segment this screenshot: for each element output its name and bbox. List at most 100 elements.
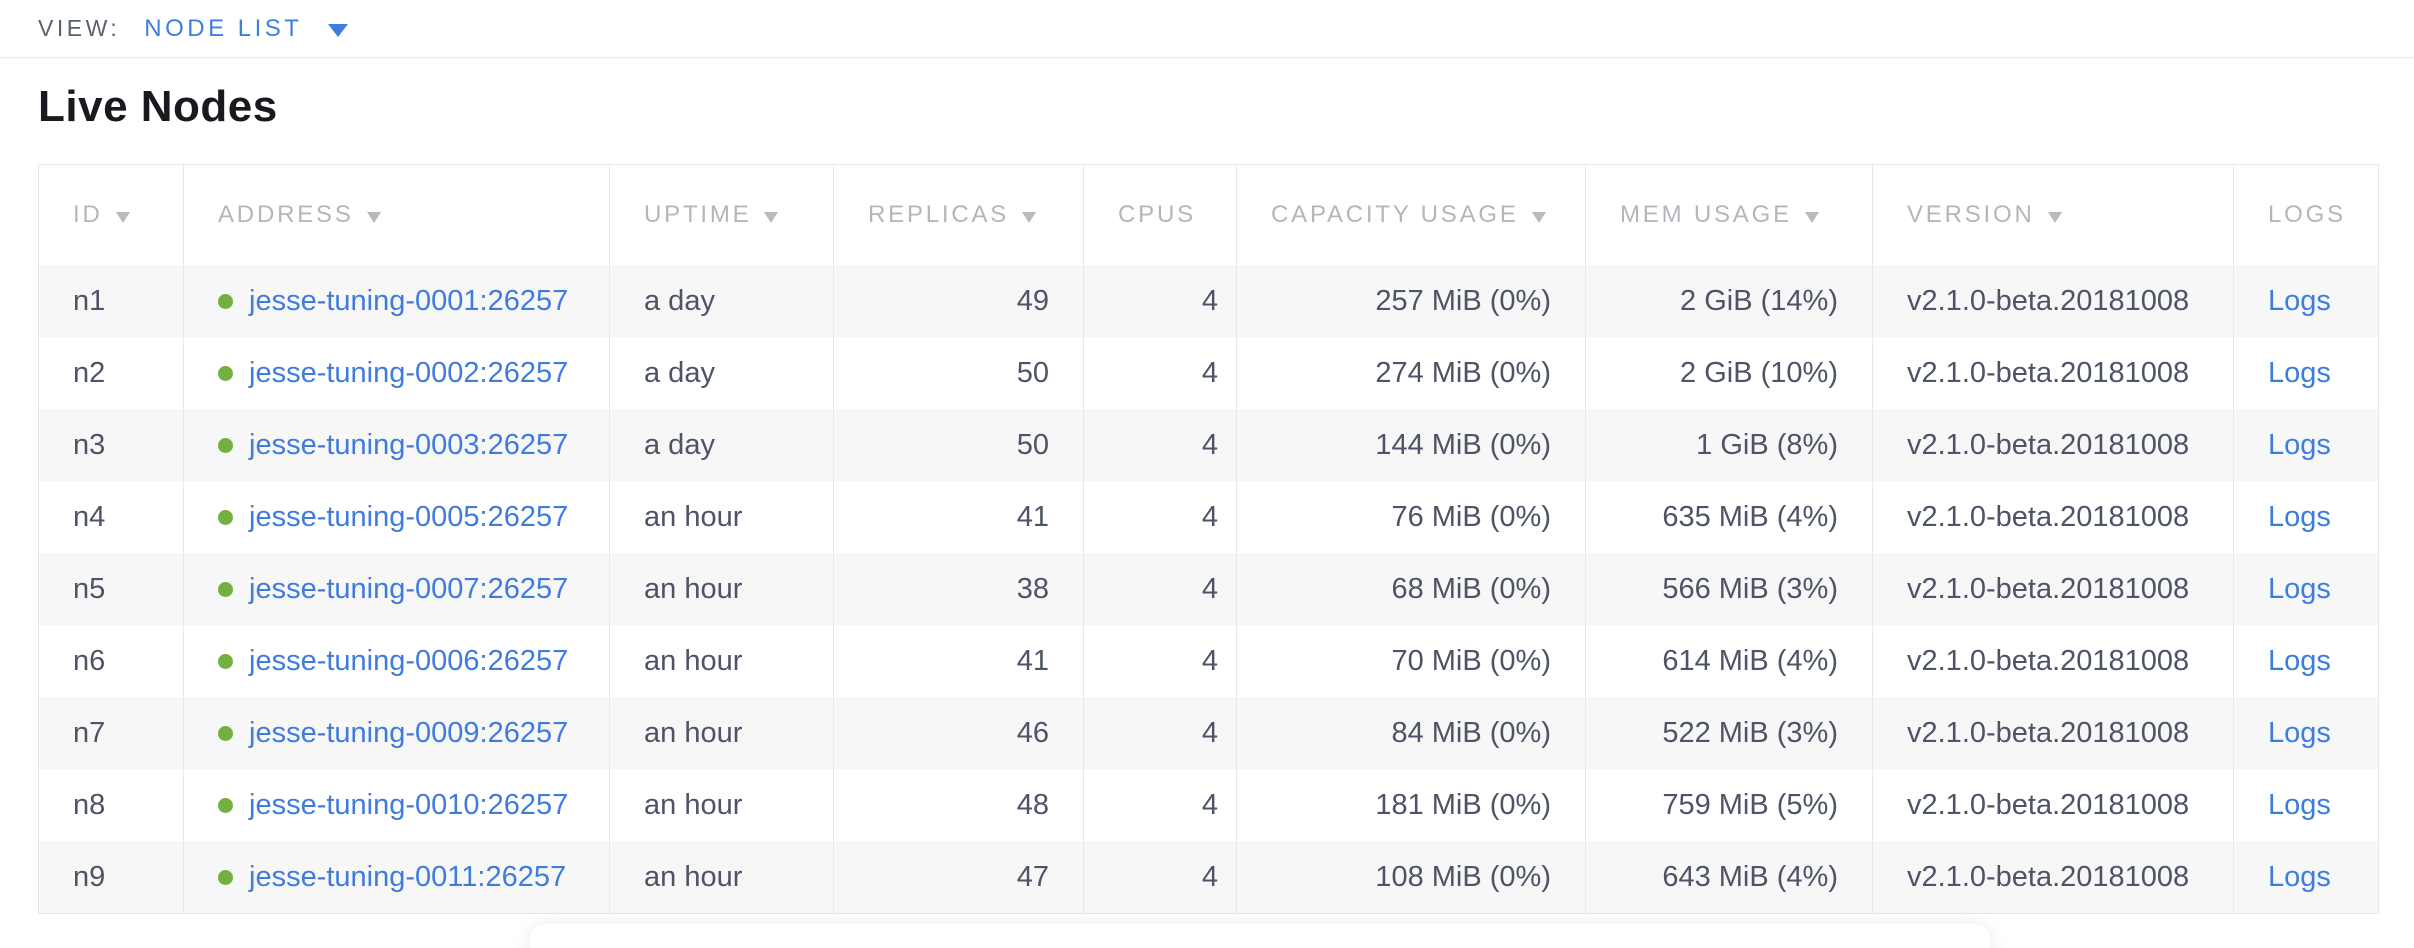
column-header-label: ID — [73, 201, 103, 228]
table-header-row: ID ADDRESS UPTIME REPLICAS CPUS CAPACITY… — [39, 165, 2378, 265]
capacity-usage-cell: 70 MiB (0%) — [1237, 625, 1586, 697]
replicas-cell: 38 — [834, 553, 1084, 625]
column-header-capacity-usage[interactable]: CAPACITY USAGE — [1237, 165, 1586, 265]
sort-desc-icon — [764, 211, 779, 223]
node-live-status-icon — [218, 653, 233, 669]
mem-usage-cell: 635 MiB (4%) — [1586, 481, 1873, 553]
table-row: n6 jesse-tuning-0006:26257 an hour 41 4 … — [39, 625, 2378, 697]
logs-cell: Logs — [2234, 409, 2378, 481]
node-id-cell: n7 — [39, 697, 184, 769]
mem-usage-cell: 1 GiB (8%) — [1586, 409, 1873, 481]
column-header-uptime[interactable]: UPTIME — [610, 165, 834, 265]
view-selector-dropdown[interactable]: NODE LIST — [144, 14, 349, 43]
node-live-status-icon — [218, 797, 233, 813]
mem-usage-cell: 643 MiB (4%) — [1586, 841, 1873, 913]
node-address-link[interactable]: jesse-tuning-0002:26257 — [249, 356, 569, 389]
replicas-cell: 46 — [834, 697, 1084, 769]
node-id-cell: n4 — [39, 481, 184, 553]
sort-desc-icon — [366, 211, 381, 223]
address-cell: jesse-tuning-0001:26257 — [184, 265, 610, 337]
uptime-cell: an hour — [610, 841, 834, 913]
replicas-cell: 41 — [834, 625, 1084, 697]
column-header-label: VERSION — [1907, 201, 2035, 228]
logs-link[interactable]: Logs — [2268, 356, 2331, 389]
node-address-link[interactable]: jesse-tuning-0009:26257 — [249, 716, 569, 749]
cpus-cell: 4 — [1084, 769, 1237, 841]
node-address-link[interactable]: jesse-tuning-0011:26257 — [249, 860, 567, 893]
logs-link[interactable]: Logs — [2268, 572, 2331, 605]
cpus-cell: 4 — [1084, 337, 1237, 409]
node-live-status-icon — [218, 725, 233, 741]
capacity-usage-cell: 144 MiB (0%) — [1237, 409, 1586, 481]
admin-ui-page: VIEW: NODE LIST Live Nodes ID ADDRESS UP… — [0, 14, 2414, 914]
mem-usage-cell: 566 MiB (3%) — [1586, 553, 1873, 625]
logs-link[interactable]: Logs — [2268, 500, 2331, 533]
column-header-label: UPTIME — [644, 201, 752, 228]
cpus-cell: 4 — [1084, 481, 1237, 553]
version-cell: v2.1.0-beta.20181008 — [1873, 265, 2234, 337]
column-header-label: MEM USAGE — [1620, 201, 1792, 228]
address-cell: jesse-tuning-0003:26257 — [184, 409, 610, 481]
node-address-link[interactable]: jesse-tuning-0005:26257 — [249, 500, 569, 533]
logs-cell: Logs — [2234, 481, 2378, 553]
version-cell: v2.1.0-beta.20181008 — [1873, 625, 2234, 697]
version-cell: v2.1.0-beta.20181008 — [1873, 553, 2234, 625]
table-row: n3 jesse-tuning-0003:26257 a day 50 4 14… — [39, 409, 2378, 481]
view-label: VIEW: — [38, 15, 121, 41]
logs-cell: Logs — [2234, 769, 2378, 841]
mem-usage-cell: 614 MiB (4%) — [1586, 625, 1873, 697]
column-header-version[interactable]: VERSION — [1873, 165, 2234, 265]
node-live-status-icon — [218, 509, 233, 525]
version-cell: v2.1.0-beta.20181008 — [1873, 841, 2234, 913]
logs-link[interactable]: Logs — [2268, 860, 2331, 893]
node-id-cell: n9 — [39, 841, 184, 913]
node-live-status-icon — [218, 869, 233, 885]
logs-link[interactable]: Logs — [2268, 644, 2331, 677]
column-header-label: ADDRESS — [218, 201, 354, 228]
node-address-link[interactable]: jesse-tuning-0010:26257 — [249, 788, 569, 821]
address-cell: jesse-tuning-0007:26257 — [184, 553, 610, 625]
capacity-usage-cell: 68 MiB (0%) — [1237, 553, 1586, 625]
column-header-address[interactable]: ADDRESS — [184, 165, 610, 265]
version-cell: v2.1.0-beta.20181008 — [1873, 409, 2234, 481]
address-cell: jesse-tuning-0006:26257 — [184, 625, 610, 697]
logs-link[interactable]: Logs — [2268, 788, 2331, 821]
logs-cell: Logs — [2234, 697, 2378, 769]
node-id-cell: n2 — [39, 337, 184, 409]
logs-link[interactable]: Logs — [2268, 284, 2331, 317]
column-header-mem-usage[interactable]: MEM USAGE — [1586, 165, 1873, 265]
logs-link[interactable]: Logs — [2268, 428, 2331, 461]
capacity-usage-cell: 181 MiB (0%) — [1237, 769, 1586, 841]
table-row: n4 jesse-tuning-0005:26257 an hour 41 4 … — [39, 481, 2378, 553]
node-address-link[interactable]: jesse-tuning-0007:26257 — [249, 572, 569, 605]
uptime-cell: a day — [610, 337, 834, 409]
cpus-cell: 4 — [1084, 625, 1237, 697]
replicas-cell: 49 — [834, 265, 1084, 337]
view-selected-value: NODE LIST — [144, 14, 303, 42]
node-live-status-icon — [218, 365, 233, 381]
node-live-status-icon — [218, 293, 233, 309]
node-address-link[interactable]: jesse-tuning-0006:26257 — [249, 644, 569, 677]
column-header-logs: LOGS — [2234, 165, 2378, 265]
page-title: Live Nodes — [38, 82, 278, 131]
column-header-cpus: CPUS — [1084, 165, 1237, 265]
logs-cell: Logs — [2234, 265, 2378, 337]
logs-cell: Logs — [2234, 625, 2378, 697]
table-row: n7 jesse-tuning-0009:26257 an hour 46 4 … — [39, 697, 2378, 769]
replicas-cell: 50 — [834, 409, 1084, 481]
node-address-link[interactable]: jesse-tuning-0003:26257 — [249, 428, 569, 461]
mem-usage-cell: 2 GiB (14%) — [1586, 265, 1873, 337]
node-live-status-icon — [218, 581, 233, 597]
uptime-cell: a day — [610, 409, 834, 481]
below-fold-panel-shadow — [530, 924, 1990, 948]
column-header-label: CPUS — [1118, 201, 1196, 228]
node-address-link[interactable]: jesse-tuning-0001:26257 — [249, 284, 569, 317]
column-header-replicas[interactable]: REPLICAS — [834, 165, 1084, 265]
logs-cell: Logs — [2234, 841, 2378, 913]
capacity-usage-cell: 274 MiB (0%) — [1237, 337, 1586, 409]
address-cell: jesse-tuning-0005:26257 — [184, 481, 610, 553]
node-live-status-icon — [218, 437, 233, 453]
logs-link[interactable]: Logs — [2268, 716, 2331, 749]
mem-usage-cell: 759 MiB (5%) — [1586, 769, 1873, 841]
column-header-id[interactable]: ID — [39, 165, 184, 265]
